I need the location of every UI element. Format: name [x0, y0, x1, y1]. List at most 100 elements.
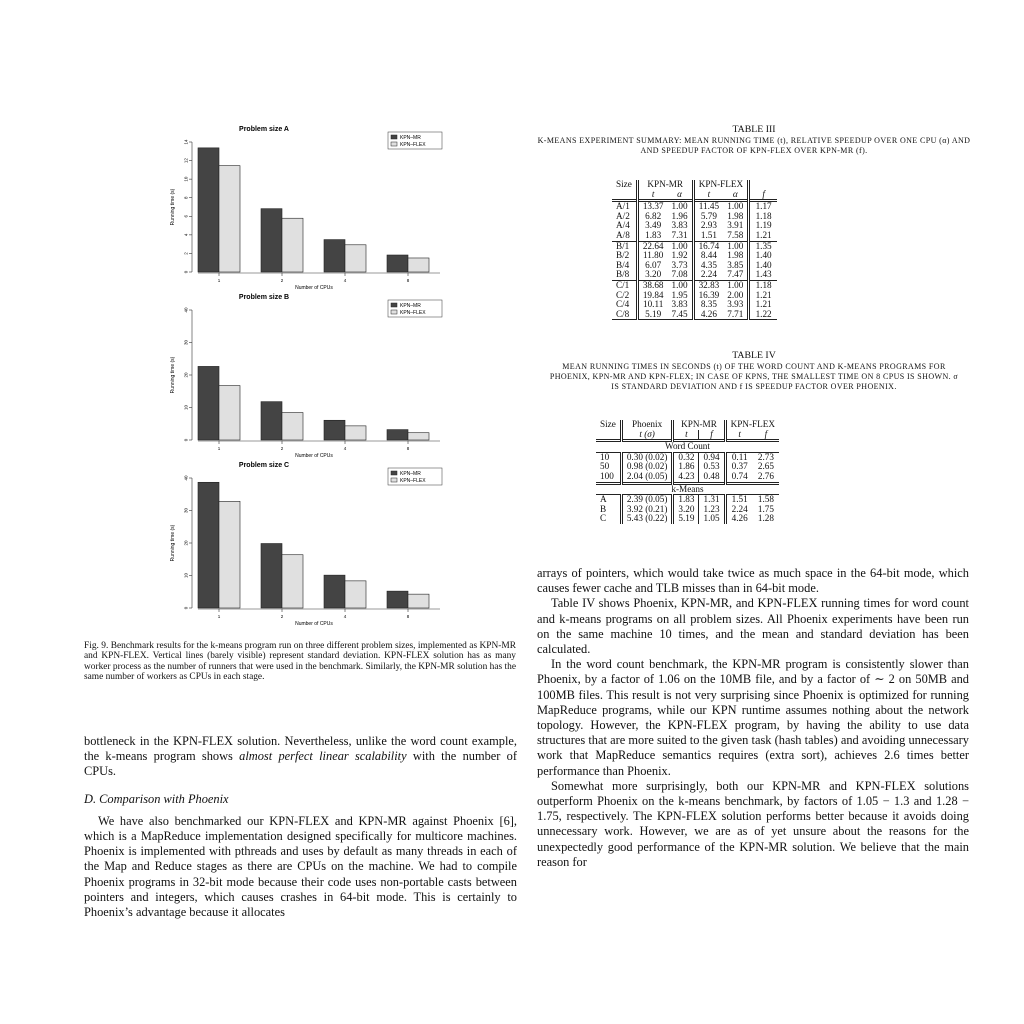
legend-label: KPN–FLEX [400, 310, 426, 316]
table-cell: 38.68 [637, 279, 668, 291]
table-cell: 1.58 [752, 494, 779, 505]
table4-kmeans-row: B 3.92 (0.21) 3.20 1.23 2.24 1.75 [596, 503, 779, 515]
y-tick-label: 10 [184, 405, 189, 411]
t3-h-alpha: α [667, 189, 695, 201]
y-axis-label: Running time (s) [170, 356, 176, 393]
table4-caption: MEAN RUNNING TIMES IN SECONDS (t) OF THE… [549, 362, 959, 391]
table-cell: 100 [596, 471, 623, 484]
bar-kpn-mr [197, 147, 220, 273]
table-cell: 1.18 [755, 210, 772, 221]
table-cell: 3.20 [672, 504, 700, 515]
table-cell: 11.45 [693, 199, 724, 212]
table-cell: 1.28 [757, 513, 774, 524]
table-cell: 2.00 [723, 290, 751, 301]
table4-title: TABLE IV [732, 350, 776, 361]
y-tick-label: 6 [184, 215, 189, 218]
table-cell: 1.21 [755, 229, 772, 240]
table-cell: 1.18 [748, 279, 777, 291]
legend-box [387, 131, 443, 150]
t3-h-mr: KPN-MR [637, 179, 695, 190]
t4-h-f: f [698, 429, 727, 441]
table-cell: 3.20 [645, 269, 662, 280]
x-tick-label: 1 [218, 446, 221, 451]
table-cell: 1.92 [667, 251, 695, 261]
bar-kpn-mr [386, 429, 409, 441]
t3-h-alpha: α [723, 189, 751, 201]
table-cell: 10.11 [642, 299, 664, 310]
bar-kpn-mr [386, 254, 409, 273]
legend-box [387, 299, 443, 318]
y-tick-label: 8 [184, 196, 189, 199]
table-cell: 3.73 [667, 260, 695, 271]
y-tick-label: 0 [184, 438, 189, 441]
table4-kmeans-row: A 2.39 (0.05) 1.83 1.31 1.51 1.58 [596, 494, 779, 505]
table4-wordcount-row: 10 0.30 (0.02) 0.32 0.94 0.11 2.73 [596, 451, 779, 463]
table-cell: 1.00 [723, 199, 751, 212]
legend-label: KPN–MR [400, 135, 421, 141]
table-cell: 1.00 [723, 279, 751, 291]
text-run: with the number of CPUs. [84, 749, 518, 779]
bar-kpn-mr [323, 574, 346, 609]
table-cell: 1.17 [748, 199, 777, 212]
t4-h-t: t [738, 428, 741, 439]
table-cell: 2.93 [700, 220, 717, 231]
x-tick-label: 8 [407, 278, 410, 283]
table-cell: A/4 [612, 221, 639, 231]
table-cell: 19.84 [642, 289, 664, 300]
paragraph-word-count: In the word count benchmark, the KPN-MR … [537, 657, 969, 778]
table-cell: C/4 [612, 300, 639, 310]
table4-kmeans-row: C 5.43 (0.22) 5.19 1.05 4.26 1.28 [596, 514, 779, 524]
table-cell: 8.44 [700, 250, 717, 261]
y-tick-label: 10 [184, 573, 189, 579]
table-cell: 4.23 [672, 471, 700, 484]
table-cell: 22.64 [637, 240, 668, 252]
y-tick-label: 2 [184, 252, 189, 255]
table-cell: A/8 [612, 230, 639, 242]
bar-kpn-flex [344, 425, 367, 441]
table3-row: A/4 3.49 3.83 2.93 3.91 1.19 [612, 221, 777, 231]
section-heading-phoenix: D. Comparison with Phoenix [84, 791, 229, 806]
table-cell: 7.45 [667, 309, 695, 321]
table-cell: 1.23 [698, 504, 727, 515]
chart-title: Problem size A [239, 126, 289, 133]
figure-caption: Fig. 9. Benchmark results for the k-mean… [84, 641, 516, 683]
bar-kpn-flex [218, 385, 241, 441]
table-cell: 1.00 [667, 240, 695, 252]
x-tick-label: 4 [344, 278, 347, 283]
table-cell: 2.76 [757, 470, 774, 481]
table-cell: 0.74 [731, 470, 748, 481]
table-cell: 1.05 [698, 514, 727, 524]
bar-kpn-mr [260, 401, 283, 441]
table-cell: 1.96 [667, 211, 695, 222]
bar-kpn-flex [407, 593, 430, 609]
bar-kpn-flex [407, 257, 430, 273]
table-cell: 1.51 [725, 494, 753, 505]
table-cell: 5.43 (0.22) [621, 514, 675, 524]
table-cell: 7.58 [723, 230, 751, 242]
paragraph-table4-intro: Table IV shows Phoenix, KPN-MR, and KPN-… [537, 596, 969, 657]
bar-kpn-flex [407, 432, 430, 441]
table-cell: 11.80 [642, 250, 664, 261]
t3-h-f: f [762, 188, 765, 199]
table-cell: 1.51 [700, 229, 717, 240]
table-cell: 0.32 [672, 451, 700, 463]
table-cell: 1.75 [757, 503, 774, 514]
table-cell: 16.39 [698, 289, 720, 300]
table-cell: 2.39 (0.05) [621, 494, 675, 505]
t3-h-t: t [651, 188, 655, 199]
table3-row: C/1 38.68 1.00 32.83 1.00 1.18 [612, 279, 777, 291]
y-axis-label: Running time (s) [170, 524, 176, 561]
table4-section-label: Word Count [596, 439, 779, 453]
legend-swatch [390, 477, 398, 483]
table3-row: A/1 13.37 1.00 11.45 1.00 1.17 [612, 199, 777, 212]
table-cell: 1.40 [755, 250, 772, 261]
table-cell: 1.00 [723, 240, 751, 252]
table-cell: 1.21 [755, 299, 772, 310]
table4-section-label: k-Means [596, 481, 779, 495]
x-tick-label: 2 [281, 278, 284, 283]
table-cell: 4.26 [693, 309, 724, 321]
t3-h-flex: KPN-FLEX [693, 179, 751, 190]
table-cell: 5.19 [637, 309, 668, 321]
chart-title: Problem size C [239, 462, 289, 469]
